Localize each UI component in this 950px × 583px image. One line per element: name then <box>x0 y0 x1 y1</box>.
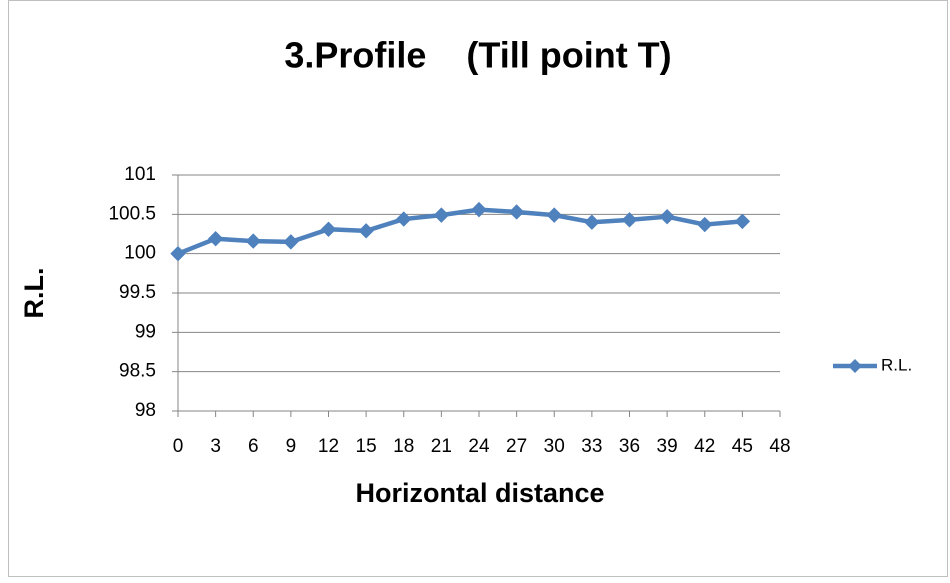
data-point <box>358 223 374 239</box>
data-point <box>584 214 600 230</box>
x-tick-label: 9 <box>286 436 297 457</box>
y-tick-label: 101 <box>124 164 156 185</box>
x-tick-label: 21 <box>431 436 452 457</box>
data-point <box>207 231 224 247</box>
data-point <box>546 207 562 223</box>
legend-label: R.L. <box>881 355 912 374</box>
data-point <box>734 213 751 230</box>
y-tick-label: 98 <box>135 400 156 421</box>
chart-frame <box>8 0 948 577</box>
x-tick-label: 36 <box>619 436 640 457</box>
x-tick-label: 15 <box>356 436 377 457</box>
data-point <box>283 234 299 250</box>
x-tick-label: 42 <box>694 436 715 457</box>
x-axis-title: Horizontal distance <box>355 478 604 508</box>
x-tick-label: 48 <box>769 436 790 457</box>
y-tick-label: 99 <box>135 321 156 342</box>
x-tick-label: 6 <box>248 436 259 457</box>
x-tick-label: 39 <box>657 436 678 457</box>
data-point <box>245 233 261 249</box>
y-axis-title: R.L. <box>19 268 49 319</box>
data-point <box>320 221 337 237</box>
data-point <box>170 245 186 262</box>
data-point <box>621 212 638 228</box>
x-tick-label: 12 <box>318 436 339 457</box>
y-tick-label: 98.5 <box>119 361 156 382</box>
x-tick-label: 24 <box>468 436 490 457</box>
chart-title: 3.Profile (Till point T) <box>284 35 671 76</box>
data-point <box>659 208 675 225</box>
data-point <box>508 204 525 220</box>
legend-marker <box>848 359 862 373</box>
data-point <box>396 211 412 227</box>
x-tick-label: 30 <box>544 436 565 457</box>
x-tick-label: 27 <box>506 436 527 457</box>
data-point <box>433 207 450 223</box>
x-tick-label: 33 <box>581 436 602 457</box>
x-tick-label: 0 <box>173 436 184 457</box>
x-tick-label: 45 <box>732 436 753 457</box>
series-line <box>177 207 743 256</box>
y-tick-label: 100 <box>124 243 156 264</box>
y-tick-label: 99.5 <box>119 282 156 303</box>
data-point <box>471 201 487 218</box>
y-tick-label: 100.5 <box>108 203 156 224</box>
x-tick-label: 18 <box>393 436 414 457</box>
x-tick-label: 3 <box>210 436 221 457</box>
data-point <box>697 216 713 233</box>
